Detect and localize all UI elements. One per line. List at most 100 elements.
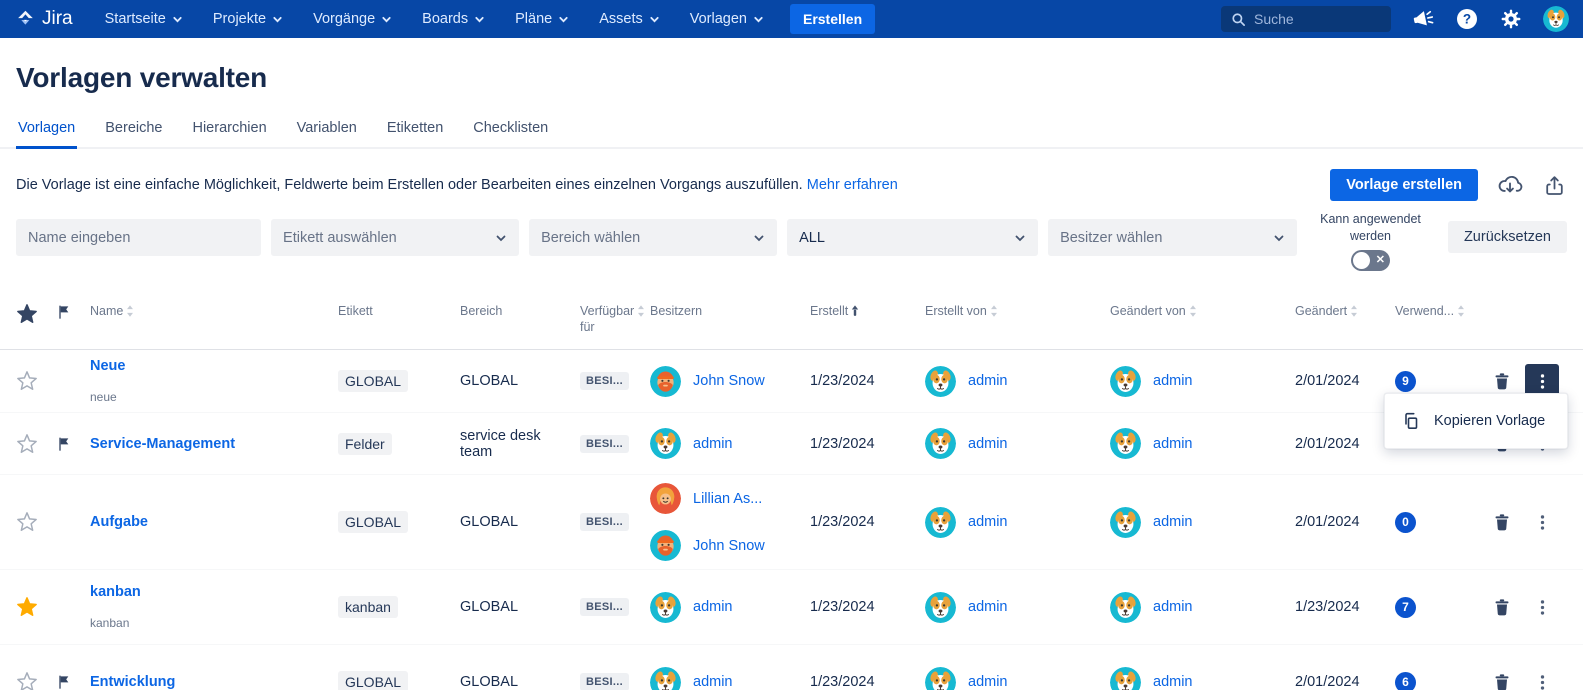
row-actions <box>1485 665 1571 690</box>
context-menu-item-copy[interactable]: Kopieren Vorlage <box>1385 402 1567 440</box>
verfuegbar-fuer-cell: BESI... <box>580 513 650 531</box>
avatar-dog <box>650 667 681 690</box>
nav-item-pl-ne[interactable]: Pläne <box>515 11 569 27</box>
geaendert-cell: 2/01/2024 <box>1295 373 1395 389</box>
status-filter-select[interactable]: ALL <box>787 219 1038 256</box>
bereich-filter-select[interactable]: Bereich wählen <box>529 219 777 256</box>
create-template-button[interactable]: Vorlage erstellen <box>1330 169 1478 201</box>
tab-vorlagen[interactable]: Vorlagen <box>16 114 77 149</box>
flag-icon <box>56 303 72 321</box>
erstellt-von-link[interactable]: admin <box>968 514 1008 530</box>
nav-item-boards[interactable]: Boards <box>422 11 485 27</box>
delete-icon[interactable] <box>1485 665 1519 690</box>
template-name-link[interactable]: Entwicklung <box>90 674 330 690</box>
column-header-verwend[interactable]: Verwend... <box>1395 303 1485 319</box>
can-apply-toggle[interactable]: ✕ <box>1351 250 1390 271</box>
chevron-down-icon <box>1014 232 1026 244</box>
chevron-down-icon <box>753 232 765 244</box>
column-header-ge-ndert[interactable]: Geändert <box>1295 303 1395 319</box>
geaendert-von-link[interactable]: admin <box>1153 514 1193 530</box>
delete-icon[interactable] <box>1485 590 1519 624</box>
can-apply-toggle-group: Kann angewendet werden ✕ <box>1307 211 1434 271</box>
geaendert-von-link[interactable]: admin <box>1153 599 1193 615</box>
delete-icon[interactable] <box>1485 505 1519 539</box>
geaendert-von-cell: admin <box>1110 428 1295 459</box>
user-avatar[interactable] <box>1543 6 1569 32</box>
tab-checklisten[interactable]: Checklisten <box>471 114 550 149</box>
column-header-ge-ndert-von[interactable]: Geändert von <box>1110 303 1295 319</box>
etikett-cell: Felder <box>338 433 460 455</box>
nav-create-button[interactable]: Erstellen <box>790 4 875 34</box>
owner-link[interactable]: John Snow <box>693 538 765 554</box>
search-input[interactable] <box>1254 11 1374 27</box>
owner-link[interactable]: John Snow <box>693 373 765 389</box>
template-name-link[interactable]: kanban <box>90 584 330 600</box>
column-header-erstellt-von[interactable]: Erstellt von <box>925 303 1110 319</box>
avatar-dog <box>650 428 681 459</box>
kebab-menu-icon[interactable] <box>1525 505 1559 539</box>
owner-link[interactable]: admin <box>693 599 733 615</box>
nav-item-projekte[interactable]: Projekte <box>213 11 283 27</box>
column-header-name[interactable]: Name <box>90 303 338 319</box>
column-header-verf-gbar-f-r[interactable]: Verfügbar für <box>580 303 650 336</box>
bereich-cell: GLOBAL <box>460 373 580 389</box>
star-outline-icon[interactable] <box>16 511 56 533</box>
avatar-john-snow <box>650 530 681 561</box>
verwendungen-cell: 7 <box>1395 597 1485 618</box>
template-name-link[interactable]: Aufgabe <box>90 514 330 530</box>
geaendert-von: admin <box>1110 667 1287 690</box>
owner-link[interactable]: admin <box>693 436 733 452</box>
tab-bereiche[interactable]: Bereiche <box>103 114 164 149</box>
nav-item-assets[interactable]: Assets <box>599 11 660 27</box>
geaendert-von-link[interactable]: admin <box>1153 674 1193 690</box>
star-outline-icon[interactable] <box>16 370 56 392</box>
geaendert-von-link[interactable]: admin <box>1153 373 1193 389</box>
erstellt-von-link[interactable]: admin <box>968 436 1008 452</box>
star-outline-icon[interactable] <box>16 433 56 455</box>
favorite-column-header[interactable] <box>16 303 56 325</box>
erstellt-von-link[interactable]: admin <box>968 674 1008 690</box>
nav-item-vorg-nge[interactable]: Vorgänge <box>313 11 392 27</box>
flag-column-header[interactable] <box>56 303 90 321</box>
name-filter-input[interactable] <box>16 219 261 256</box>
export-icon[interactable] <box>1542 173 1567 198</box>
megaphone-icon[interactable] <box>1411 7 1435 31</box>
verwendungen-cell: 9 <box>1395 371 1485 392</box>
jira-logo-text: Jira <box>42 8 73 30</box>
help-icon[interactable]: ? <box>1455 7 1479 31</box>
erstellt-von: admin <box>925 592 1102 623</box>
geaendert-von-link[interactable]: admin <box>1153 436 1193 452</box>
cloud-download-icon[interactable] <box>1496 172 1524 198</box>
star-outline-icon[interactable] <box>16 671 56 690</box>
erstellt-von-link[interactable]: admin <box>968 599 1008 615</box>
gear-icon[interactable] <box>1499 7 1523 31</box>
nav-search[interactable] <box>1221 6 1391 32</box>
owner: admin <box>650 592 802 623</box>
avatar-dog <box>1110 366 1141 397</box>
erstellt-von-link[interactable]: admin <box>968 373 1008 389</box>
sort-icon <box>636 304 646 318</box>
etikett-filter-select[interactable]: Etikett auswählen <box>271 219 519 256</box>
template-name-link[interactable]: Neue <box>90 358 330 374</box>
template-name-link[interactable]: Service-Management <box>90 436 330 452</box>
besitzer-filter-select[interactable]: Besitzer wählen <box>1048 219 1297 256</box>
nav-item-vorlagen[interactable]: Vorlagen <box>690 11 764 27</box>
kebab-menu-icon[interactable] <box>1525 590 1559 624</box>
tab-etiketten[interactable]: Etiketten <box>385 114 445 149</box>
kebab-menu-icon[interactable] <box>1525 665 1559 690</box>
nav-item-startseite[interactable]: Startseite <box>105 11 183 27</box>
jira-logo[interactable]: Jira <box>14 8 73 30</box>
learn-more-link[interactable]: Mehr erfahren <box>807 177 898 193</box>
top-navbar: Jira Startseite Projekte Vorgänge Boards Plä… <box>0 0 1583 38</box>
verwendungen-cell: 0 <box>1395 512 1485 533</box>
owner-link[interactable]: Lillian As... <box>693 491 762 507</box>
reset-filters-button[interactable]: Zurücksetzen <box>1448 221 1567 253</box>
star-filled-icon[interactable] <box>16 596 56 618</box>
owner-link[interactable]: admin <box>693 674 733 690</box>
tab-hierarchien[interactable]: Hierarchien <box>190 114 268 149</box>
geaendert-von-cell: admin <box>1110 592 1295 623</box>
column-header-erstellt[interactable]: Erstellt <box>810 303 925 319</box>
avatar-john-snow <box>650 366 681 397</box>
name-cell: Service-Management <box>90 436 338 452</box>
tab-variablen[interactable]: Variablen <box>295 114 359 149</box>
